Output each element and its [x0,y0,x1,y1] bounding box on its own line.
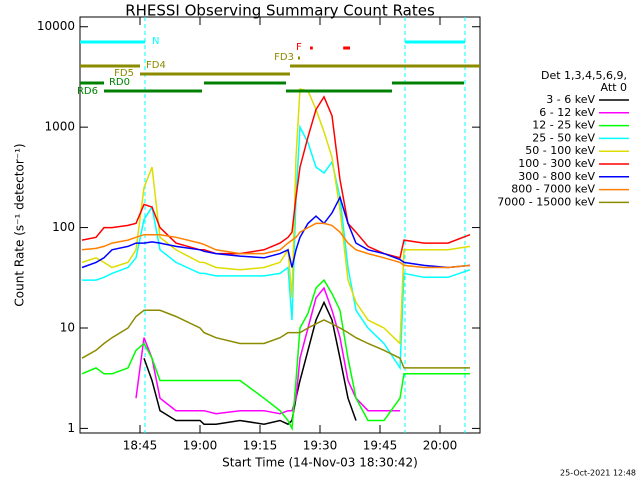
x-tick-label: 18:45 [123,439,158,453]
annotation-bar [140,72,290,76]
legend-label: 100 - 300 keV [518,157,595,170]
legend-label: 800 - 7000 keV [511,183,595,196]
series-line [81,309,470,369]
annotation-label: FD3 [274,52,294,63]
x-axis-label: Start Time (14-Nov-03 18:30:42) [222,456,418,470]
annotation-bar [310,46,313,50]
x-tick-label: 19:15 [243,439,278,453]
legend-label: 25 - 50 keV [532,131,595,144]
annotation-label: FD4 [146,60,166,71]
plot-area [81,17,471,433]
legend-label: 50 - 100 keV [525,144,595,157]
annotation-bar [80,81,104,85]
series-line [135,286,400,415]
x-tick-label: 19:45 [363,439,398,453]
chart-title: RHESSI Observing Summary Count Rates [125,2,435,20]
plot-frame [79,16,481,434]
series-line [143,300,357,426]
annotation-bar [204,81,286,85]
annotation-label: RD6 [77,86,98,97]
annotation-bar [286,89,392,93]
series-line [81,278,470,432]
annotation-label: N [152,36,159,47]
series-line [81,195,471,269]
y-axis-label: Count Rate (s⁻¹ detector⁻¹) [13,143,27,306]
series-line [81,95,471,259]
series-line [82,124,471,371]
legend-title: Det 1,3,4,5,6,9, [541,69,627,82]
annotation-label: FD5 [114,68,134,79]
annotation-bar [104,89,202,93]
series-line [81,222,471,269]
series-line [81,88,471,346]
legend-label: 7000 - 15000 keV [497,195,595,208]
y-tick-label: 10000 [37,19,75,33]
y-tick-label: 1 [67,421,75,435]
annotation-label: RD0 [109,77,130,88]
annotation-bar [290,64,480,68]
legend-title: Att 0 [601,81,627,94]
x-tick-label: 19:00 [183,439,218,453]
legend-label: 300 - 800 keV [518,170,595,183]
annotation-bar [298,56,300,60]
legend-label: 3 - 6 keV [546,93,595,106]
annotation-bar [80,40,145,44]
x-tick-label: 19:30 [303,439,338,453]
annotation-bar [405,40,465,44]
x-tick-label: 20:00 [423,439,458,453]
annotation-bar [80,64,140,68]
annotation-label: F [296,42,302,53]
y-tick-label: 100 [52,220,75,234]
y-tick-label: 10 [60,320,75,334]
legend-label: 6 - 12 keV [539,106,595,119]
annotation-bar [392,81,464,85]
footer-date: 25-Oct-2021 12:48 [560,469,636,478]
y-tick-label: 1000 [44,120,75,134]
legend-label: 12 - 25 keV [532,119,595,132]
annotation-bar [343,46,350,50]
